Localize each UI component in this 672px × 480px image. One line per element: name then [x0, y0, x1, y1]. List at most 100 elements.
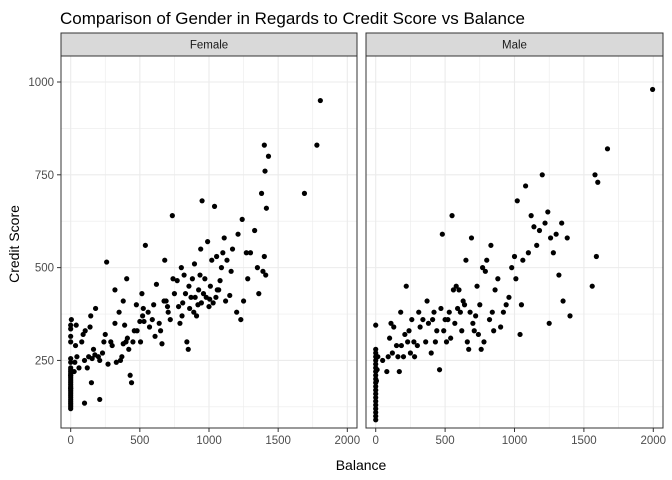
data-point: [559, 220, 565, 226]
data-point: [197, 272, 203, 278]
data-point: [174, 278, 180, 284]
data-point: [238, 316, 244, 323]
data-point: [434, 328, 440, 334]
data-point: [593, 253, 599, 260]
data-point: [457, 309, 463, 315]
data-point: [450, 287, 457, 293]
facet-strip: [365, 32, 664, 57]
data-point: [560, 298, 566, 304]
x-tick-label: 0: [67, 435, 73, 447]
data-point: [185, 346, 191, 352]
data-point: [120, 298, 126, 304]
data-point: [467, 309, 473, 315]
data-point: [159, 341, 165, 347]
data-point: [547, 235, 554, 241]
x-tick-label: 2000: [335, 435, 361, 447]
data-point: [178, 265, 184, 271]
data-point: [217, 278, 223, 284]
data-point: [514, 198, 520, 204]
data-point: [68, 385, 74, 391]
data-point: [153, 281, 160, 287]
data-point: [468, 235, 475, 241]
data-point: [179, 313, 185, 319]
data-point: [375, 354, 381, 360]
data-point: [124, 335, 130, 341]
data-point: [539, 172, 545, 178]
data-point: [130, 339, 136, 345]
data-point: [479, 265, 486, 271]
data-point: [542, 220, 548, 226]
data-point: [536, 227, 543, 234]
data-point: [196, 287, 202, 293]
data-point: [140, 313, 146, 319]
x-tick-label: 1000: [502, 435, 528, 447]
data-point: [68, 339, 74, 345]
data-point: [171, 291, 178, 297]
data-point: [210, 300, 216, 306]
data-point: [152, 333, 158, 339]
data-point: [84, 365, 90, 371]
data-point: [531, 224, 537, 230]
data-point: [388, 320, 394, 326]
data-point: [180, 300, 186, 306]
data-point: [218, 265, 225, 271]
data-point: [137, 339, 144, 345]
data-point: [448, 335, 454, 341]
data-point: [439, 231, 445, 237]
data-point: [261, 142, 267, 148]
data-point: [90, 346, 97, 352]
data-point: [82, 328, 88, 334]
data-point: [546, 320, 552, 326]
data-point: [73, 322, 79, 328]
data-point: [68, 355, 74, 362]
data-point: [373, 361, 379, 367]
data-point: [207, 296, 213, 302]
data-point: [72, 359, 78, 365]
data-point: [386, 335, 393, 341]
data-point: [235, 231, 241, 237]
data-point: [245, 276, 251, 282]
data-point: [452, 320, 458, 326]
data-point: [216, 287, 222, 293]
data-point: [373, 378, 380, 384]
data-point: [198, 246, 204, 252]
facet-strip-label: Male: [502, 40, 527, 52]
data-point: [604, 146, 611, 152]
data-point: [128, 380, 135, 386]
data-point: [72, 342, 79, 349]
y-tick-label: 250: [35, 355, 54, 367]
data-point: [222, 298, 229, 304]
data-point: [550, 250, 556, 256]
data-point: [127, 372, 133, 378]
data-point: [432, 339, 438, 345]
x-tick-label: 1000: [196, 435, 222, 447]
data-point: [489, 309, 495, 315]
data-point: [262, 168, 268, 174]
data-point: [389, 350, 395, 356]
data-point: [186, 283, 192, 289]
data-point: [373, 346, 379, 352]
data-point: [102, 331, 108, 338]
data-point: [534, 242, 540, 248]
data-point: [142, 242, 148, 248]
x-axes: 0 500 1000 1500 2000 0 500 1000 1500 2000: [67, 428, 666, 447]
data-point: [446, 309, 452, 315]
data-point: [220, 250, 226, 256]
data-point: [97, 396, 103, 403]
data-point: [464, 339, 470, 345]
data-point: [113, 359, 119, 365]
data-point: [188, 294, 194, 300]
data-point: [482, 268, 488, 274]
data-point: [68, 365, 74, 371]
data-point: [99, 350, 106, 356]
data-point: [263, 205, 270, 211]
data-point: [443, 339, 450, 345]
data-point: [400, 354, 407, 360]
data-point: [145, 309, 151, 315]
data-point: [258, 190, 265, 196]
data-point: [373, 383, 379, 390]
data-point: [317, 97, 323, 104]
y-tick-label: 750: [35, 170, 54, 182]
data-point: [589, 283, 595, 289]
